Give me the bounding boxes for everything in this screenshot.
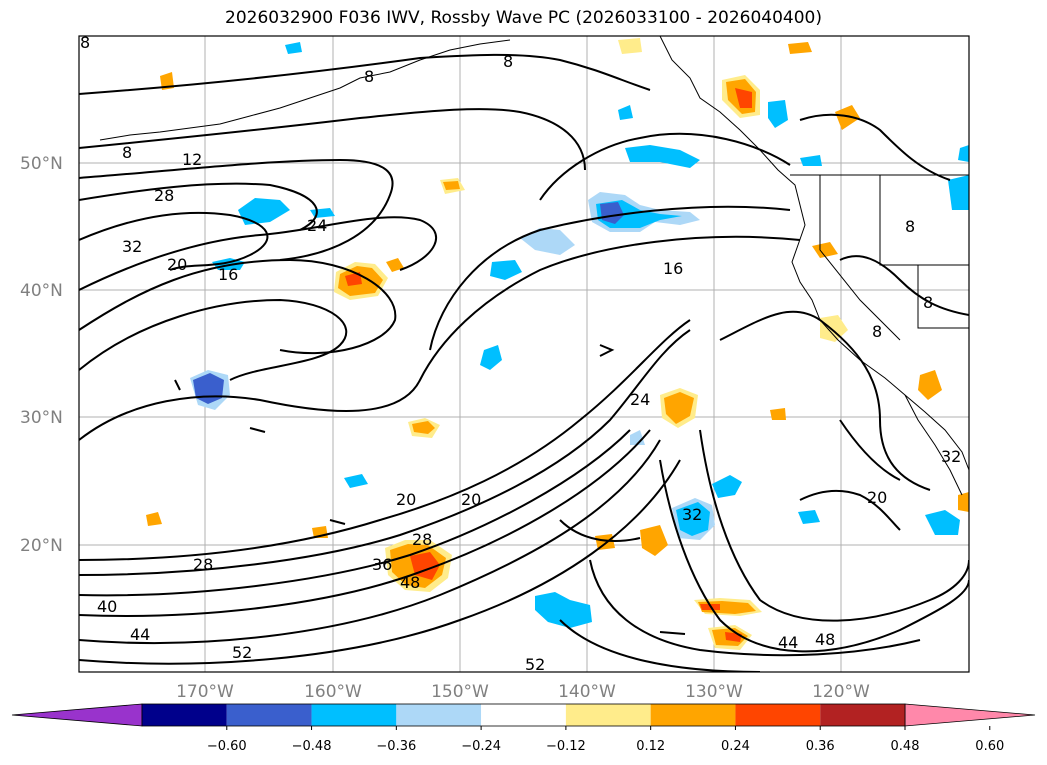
lon-label: 150°W — [431, 682, 489, 702]
colorbar: −0.60 −0.48 −0.36 −0.24 −0.12 0.12 0.24 0.36 0.4… — [11, 703, 1036, 754]
lat-label: 20°N — [20, 536, 63, 556]
contour-label: 44 — [130, 625, 150, 644]
colorbar-extend-low — [11, 703, 143, 727]
lat-label: 30°N — [20, 408, 63, 428]
contour-label: 32 — [941, 447, 961, 466]
colorbar-swatch — [311, 704, 397, 726]
latitude-labels: 50°N 40°N 30°N 20°N — [20, 154, 63, 556]
contour-label: 20 — [461, 490, 481, 509]
contour-labels: 8 8 8 12 28 24 32 20 16 16 24 8 8 8 28 2… — [80, 33, 961, 674]
colorbar-swatch — [396, 704, 482, 726]
contour-label: 36 — [372, 555, 392, 574]
contour-label: 24 — [630, 390, 650, 409]
contour-label: 20 — [867, 488, 887, 507]
colorbar-extend-high — [904, 703, 1036, 727]
contour-label: 44 — [778, 633, 798, 652]
contour-label: 20 — [396, 490, 416, 509]
contour-label: 28 — [154, 186, 174, 205]
longitude-labels: 170°W 160°W 150°W 140°W 130°W 120°W — [176, 682, 870, 702]
contour-label: 16 — [663, 259, 683, 278]
colorbar-frame — [141, 703, 906, 727]
colorbar-tick-label: 0.48 — [891, 739, 920, 754]
colorbar-tick-label: 0.36 — [806, 739, 835, 754]
colorbar-tick-label: −0.12 — [546, 739, 586, 754]
contour-label: 8 — [905, 217, 915, 236]
contour-label: 8 — [80, 33, 90, 52]
plot-title: 2026032900 F036 IWV, Rossby Wave PC (202… — [225, 8, 822, 28]
contour-label: 16 — [218, 265, 238, 284]
lon-label: 140°W — [558, 682, 616, 702]
contour-label: 48 — [815, 630, 835, 649]
contour-label: 8 — [122, 143, 132, 162]
lon-label: 120°W — [812, 682, 870, 702]
contour-label: 32 — [682, 505, 702, 524]
contour-label: 8 — [503, 52, 513, 71]
contour-label: 32 — [122, 237, 142, 256]
contour-label: 40 — [97, 597, 117, 616]
map-area — [79, 36, 969, 672]
contour-label: 24 — [307, 216, 327, 235]
map-frame — [78, 35, 970, 673]
colorbar-swatch — [820, 704, 905, 726]
colorbar-swatch — [142, 704, 227, 726]
contour-label: 8 — [364, 67, 374, 86]
contour-label: 20 — [167, 255, 187, 274]
contour-label: 28 — [412, 530, 432, 549]
colorbar-tick-label: −0.48 — [292, 739, 332, 754]
colorbar-swatch — [481, 704, 566, 726]
colorbar-tick-label: 0.24 — [721, 739, 750, 754]
colorbar-swatch — [735, 704, 821, 726]
contour-label: 48 — [400, 573, 420, 592]
colorbar-tick-label: 0.60 — [975, 739, 1004, 754]
contour-label: 8 — [872, 322, 882, 341]
lon-label: 170°W — [176, 682, 234, 702]
colorbar-tick-label: −0.24 — [461, 739, 501, 754]
colorbar-tick-label: −0.60 — [207, 739, 247, 754]
contour-label: 52 — [525, 655, 545, 674]
colorbar-swatch — [650, 704, 736, 726]
contour-label: 28 — [193, 555, 213, 574]
lon-label: 130°W — [685, 682, 743, 702]
graticule — [79, 36, 969, 672]
coastlines — [99, 36, 969, 496]
lat-label: 40°N — [20, 281, 63, 301]
lon-label: 160°W — [304, 682, 362, 702]
contour-label: 52 — [232, 643, 252, 662]
colorbar-swatch — [565, 704, 651, 726]
contour-label: 8 — [923, 293, 933, 312]
colorbar-tick-label: −0.36 — [376, 739, 416, 754]
contour-label: 12 — [182, 150, 202, 169]
colorbar-swatch — [226, 704, 312, 726]
iwv-contours — [79, 53, 969, 672]
lat-label: 50°N — [20, 154, 63, 174]
colorbar-tick-label: 0.12 — [636, 739, 665, 754]
